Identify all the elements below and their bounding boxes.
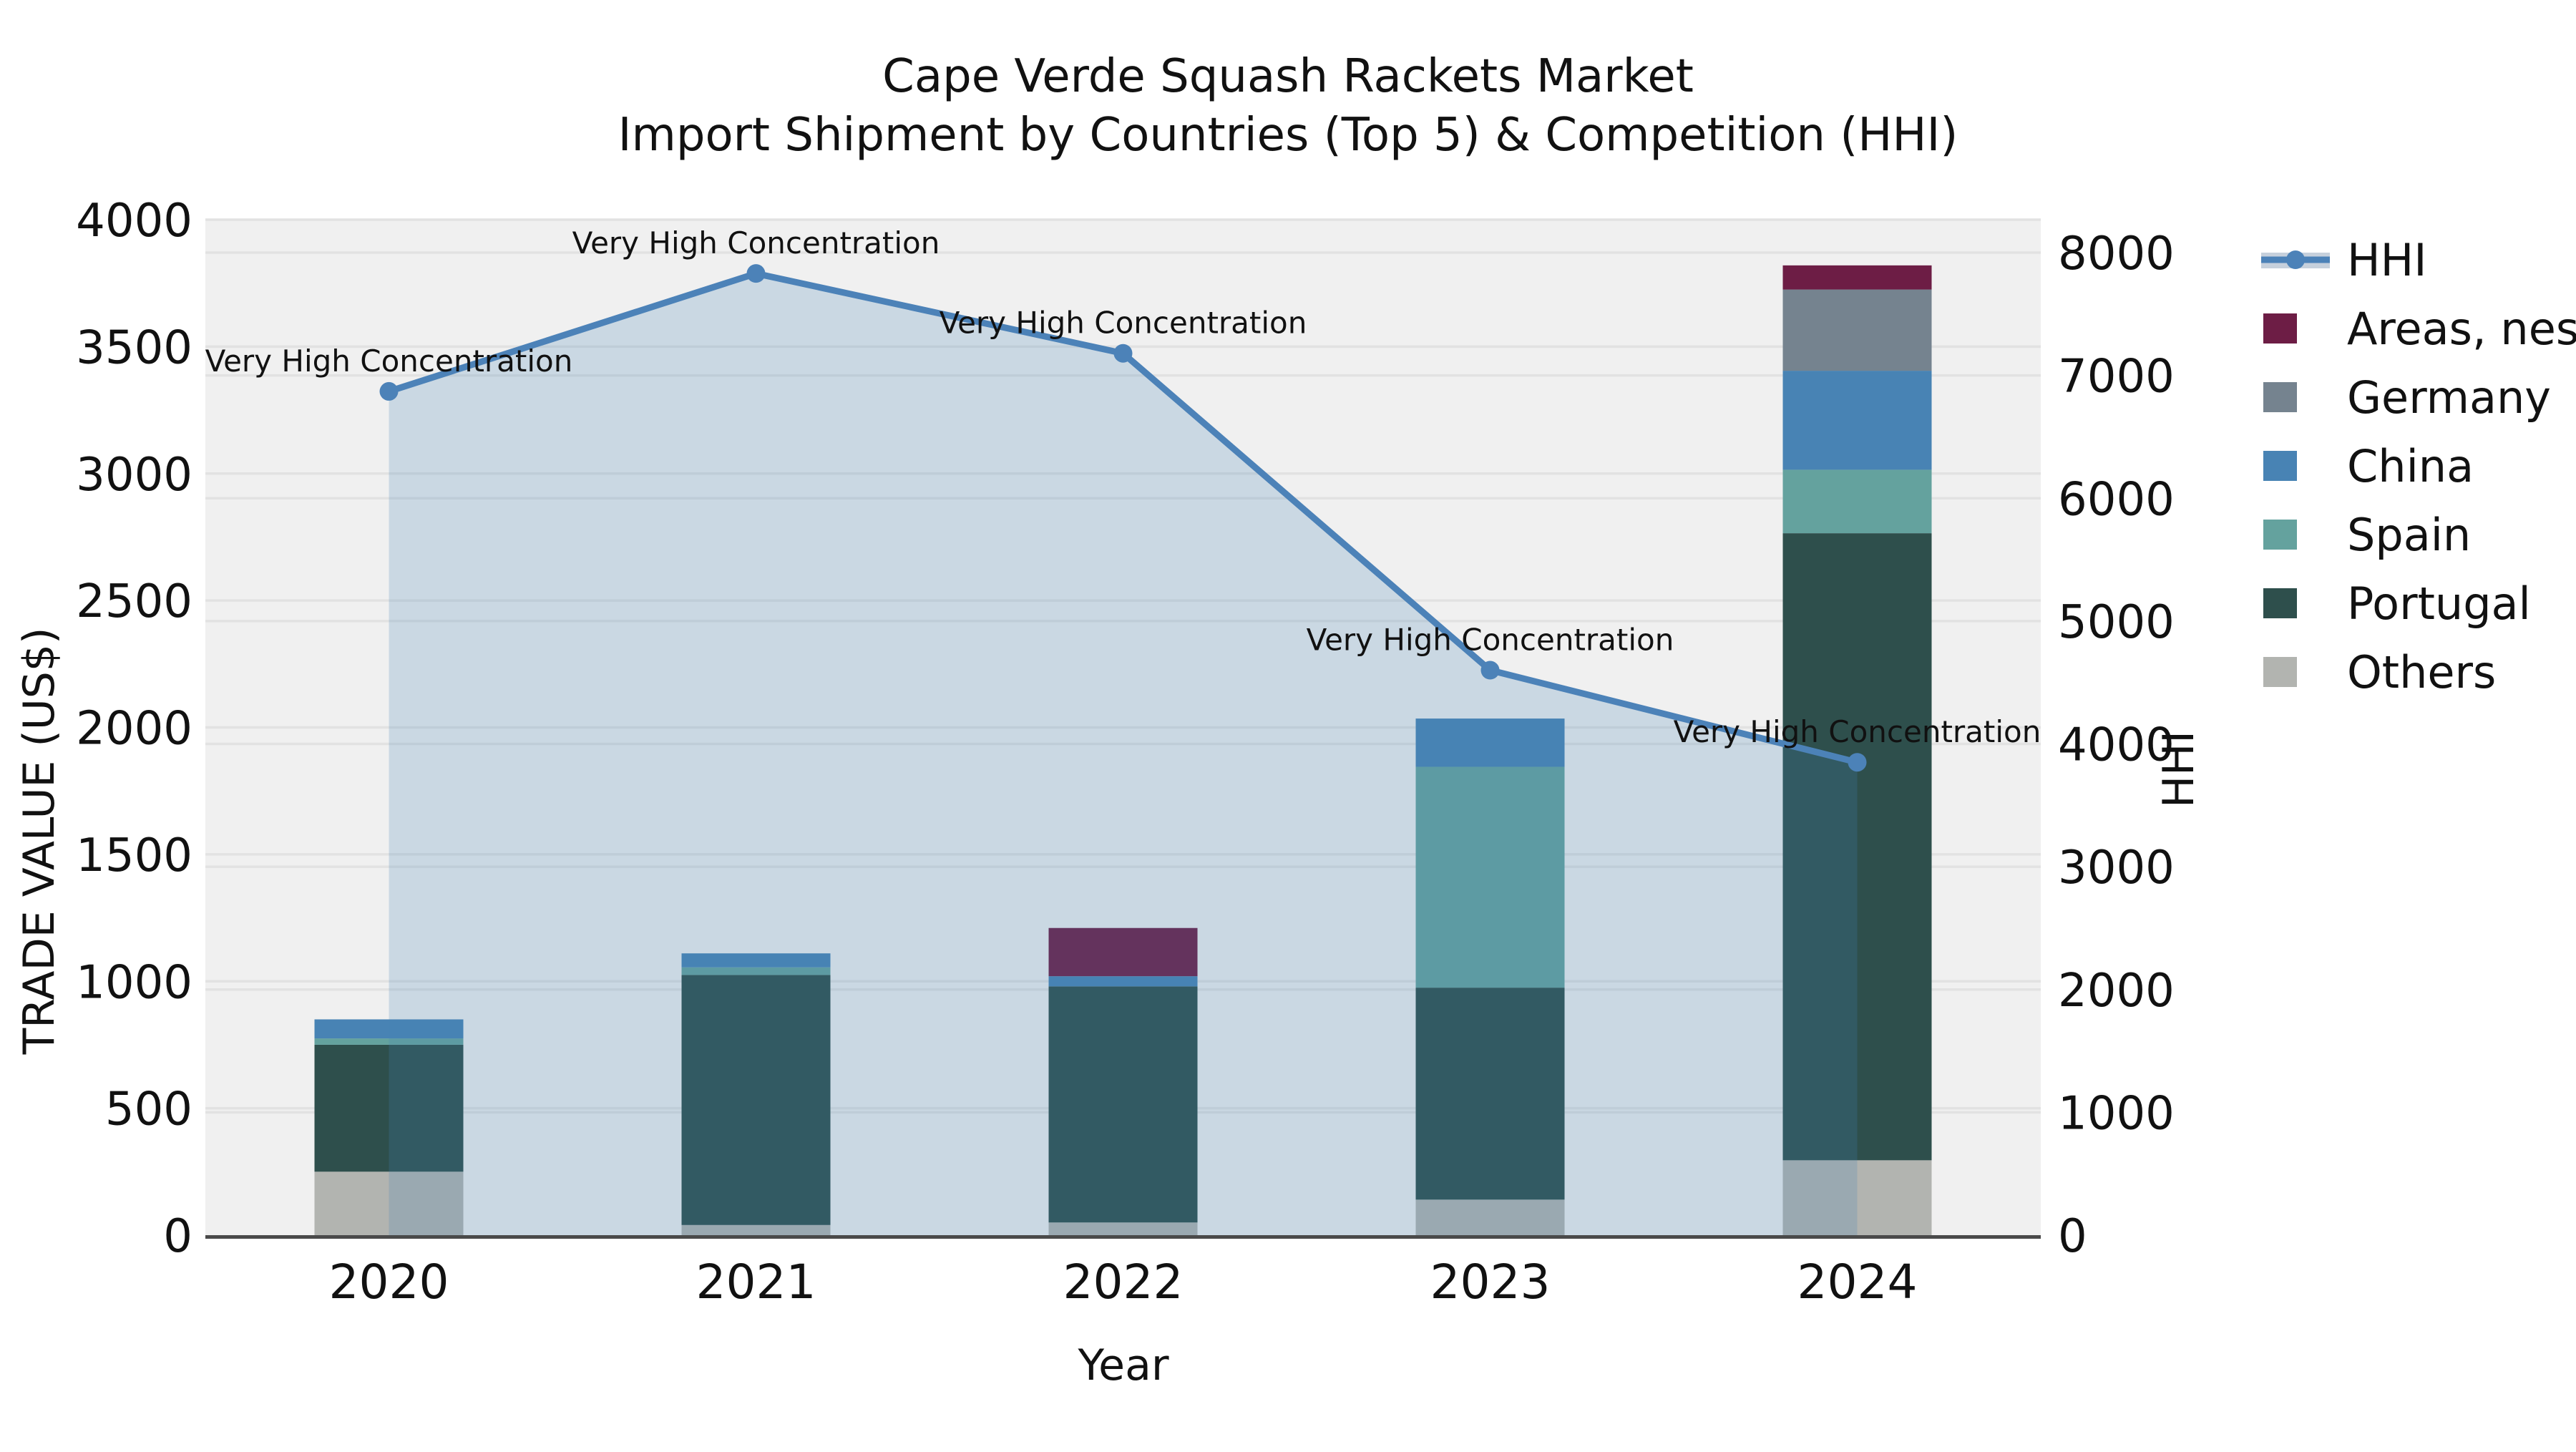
legend-swatch-others bbox=[2263, 657, 2297, 687]
bar-segment-2024-china bbox=[1782, 371, 1932, 470]
legend-item-others: Others bbox=[2263, 646, 2496, 698]
tick-left-1500: 1500 bbox=[76, 829, 192, 882]
legend-item-germany: Germany bbox=[2263, 371, 2551, 424]
tick-x-2023: 2023 bbox=[1430, 1254, 1551, 1310]
hhi-area-layer bbox=[389, 273, 1858, 1235]
annotation-2021: Very High Concentration bbox=[572, 225, 940, 260]
tick-left-3000: 3000 bbox=[76, 449, 192, 502]
tick-right-5000: 5000 bbox=[2058, 596, 2175, 649]
annotation-2023: Very High Concentration bbox=[1307, 623, 1674, 658]
hhi-line-layer bbox=[379, 264, 1867, 772]
tick-right-0: 0 bbox=[2058, 1210, 2087, 1263]
bar-segment-2024-areas-nes bbox=[1782, 265, 1932, 290]
legend-swatch-areas-nes bbox=[2263, 313, 2297, 343]
tick-left-500: 500 bbox=[105, 1083, 192, 1136]
annotations-layer: Very High Concentration Very High Concent… bbox=[205, 225, 2041, 749]
tick-left-1000: 1000 bbox=[76, 956, 192, 1009]
bar-segment-2020-others bbox=[314, 1171, 464, 1235]
bar-segment-2022-areas-nes bbox=[1048, 927, 1198, 977]
legend-label-spain: Spain bbox=[2347, 509, 2471, 561]
bar-segment-2021-spain bbox=[681, 967, 831, 975]
chart-title-line1: Cape Verde Squash Rackets Market bbox=[882, 50, 1694, 103]
x-axis-label: Year bbox=[1077, 1340, 1169, 1390]
legend-item-areas-nes: Areas, nes bbox=[2263, 303, 2576, 355]
tick-right-6000: 6000 bbox=[2058, 473, 2175, 526]
tick-right-7000: 7000 bbox=[2058, 351, 2175, 404]
legend-label-areas-nes: Areas, nes bbox=[2347, 303, 2576, 355]
y-axis-label-left: TRADE VALUE (US$) bbox=[14, 628, 64, 1056]
bar-segment-2020-spain bbox=[314, 1038, 464, 1045]
bar-segment-2024-germany bbox=[1782, 289, 1932, 371]
tick-x-2020: 2020 bbox=[329, 1254, 449, 1310]
hhi-marker-2020 bbox=[379, 381, 399, 401]
bar-segment-2023-portugal bbox=[1415, 988, 1565, 1200]
tick-x-2022: 2022 bbox=[1063, 1254, 1184, 1310]
hhi-area-fill bbox=[389, 273, 1858, 1235]
tick-right-1000: 1000 bbox=[2058, 1087, 2175, 1140]
tick-right-8000: 8000 bbox=[2058, 228, 2175, 281]
tick-left-3500: 3500 bbox=[76, 321, 192, 374]
legend-swatch-portugal bbox=[2263, 588, 2297, 618]
legend-item-portugal: Portugal bbox=[2263, 578, 2531, 630]
legend-label-others: Others bbox=[2347, 646, 2496, 698]
legend-label-china: China bbox=[2347, 440, 2474, 492]
hhi-marker-2023 bbox=[1480, 661, 1500, 680]
hhi-marker-2022 bbox=[1113, 343, 1133, 363]
bar-segment-2020-portugal bbox=[314, 1044, 464, 1172]
annotation-2024: Very High Concentration bbox=[1674, 714, 2041, 749]
bar-segment-2023-others bbox=[1415, 1199, 1565, 1235]
tick-left-2000: 2000 bbox=[76, 703, 192, 756]
legend-hhi-marker bbox=[2286, 250, 2305, 269]
y-axis-label-right: HHI bbox=[2154, 731, 2204, 808]
tick-left-4000: 4000 bbox=[76, 195, 192, 248]
legend-swatch-china bbox=[2263, 451, 2297, 481]
legend-item-china: China bbox=[2263, 440, 2474, 492]
legend-swatch-germany bbox=[2263, 382, 2297, 412]
bar-segment-2023-spain bbox=[1415, 766, 1565, 988]
tick-left-2500: 2500 bbox=[76, 575, 192, 628]
bar-segment-2021-china bbox=[681, 953, 831, 968]
stacked-bars-layer bbox=[314, 265, 1932, 1235]
bar-segment-2023-china bbox=[1415, 718, 1565, 767]
bar-segment-2020-china bbox=[314, 1019, 464, 1039]
tick-right-4000: 4000 bbox=[2058, 719, 2175, 772]
legend-label-portugal: Portugal bbox=[2347, 578, 2531, 630]
bar-segment-2024-spain bbox=[1782, 469, 1932, 534]
chart-title-line2: Import Shipment by Countries (Top 5) & C… bbox=[618, 109, 1958, 162]
hhi-marker-2024 bbox=[1848, 753, 1867, 772]
tick-right-3000: 3000 bbox=[2058, 842, 2175, 895]
bar-segment-2022-others bbox=[1048, 1222, 1198, 1235]
legend-swatch-spain bbox=[2263, 520, 2297, 550]
bar-segment-2021-others bbox=[681, 1224, 831, 1235]
legend-label-hhi: HHI bbox=[2347, 234, 2427, 286]
bar-segment-2022-china bbox=[1048, 976, 1198, 987]
x-axis-line bbox=[205, 1235, 2041, 1239]
legend-item-hhi: HHI bbox=[2261, 234, 2427, 286]
bar-segment-2024-others bbox=[1782, 1160, 1932, 1235]
annotation-2022: Very High Concentration bbox=[940, 306, 1307, 341]
legend-label-germany: Germany bbox=[2347, 371, 2551, 424]
tick-x-2021: 2021 bbox=[696, 1254, 816, 1310]
legend: HHI Areas, nes Germany China Spain Portugal Ot… bbox=[2261, 234, 2576, 698]
bar-segment-2021-portugal bbox=[681, 975, 831, 1225]
tick-right-2000: 2000 bbox=[2058, 965, 2175, 1018]
legend-item-spain: Spain bbox=[2263, 509, 2471, 561]
bar-segment-2024-portugal bbox=[1782, 533, 1932, 1161]
hhi-marker-2021 bbox=[746, 264, 766, 283]
tick-left-0: 0 bbox=[163, 1210, 192, 1263]
tick-labels-layer: 0 500 1000 1500 2000 2500 3000 3500 4000 0 1000 200… bbox=[76, 195, 2175, 1310]
tick-x-2024: 2024 bbox=[1797, 1254, 1918, 1310]
annotation-2020: Very High Concentration bbox=[205, 343, 573, 379]
bar-segment-2022-portugal bbox=[1048, 986, 1198, 1223]
